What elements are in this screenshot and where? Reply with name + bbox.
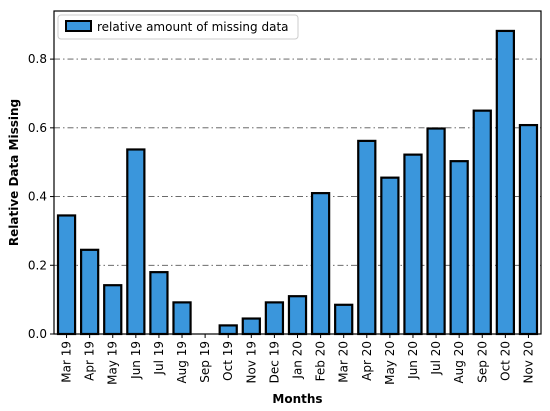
x-tick-label: Oct 19: [221, 341, 235, 381]
y-tick-label: 0.0: [28, 327, 47, 341]
x-tick-label: Jul 20: [429, 341, 443, 376]
x-tick-label: Jul 19: [152, 341, 166, 376]
x-tick-label: Nov 20: [521, 341, 535, 384]
x-tick-label: Nov 19: [244, 341, 258, 384]
x-axis-title: Months: [272, 392, 322, 406]
bar-jul-20: [426, 127, 446, 336]
x-tick-label: May 20: [383, 341, 397, 385]
bar-mar-20: [334, 303, 354, 336]
bar-feb-20: [310, 192, 331, 336]
bar-nov-20: [518, 123, 539, 336]
y-tick-label: 0.6: [28, 121, 47, 135]
x-axis-ticks: Mar 19 Apr 19 May 19 Jun 19 Jul 19 Aug 19 Sep …: [60, 334, 535, 385]
x-tick-label: Aug 19: [175, 341, 189, 384]
bar-dec-19: [264, 301, 285, 336]
x-tick-label: Aug 20: [452, 341, 466, 384]
x-tick-label: May 19: [106, 341, 120, 385]
bar-sep-20: [472, 109, 492, 336]
x-tick-label: Dec 19: [267, 341, 281, 383]
y-tick-label: 0.4: [28, 190, 47, 204]
bar-jul-19: [149, 271, 169, 336]
y-axis-title: Relative Data Missing: [7, 99, 21, 246]
plot-frame: [53, 10, 542, 335]
bar-oct-20: [495, 29, 516, 336]
bar-may-20: [380, 176, 400, 336]
x-tick-label: Feb 20: [314, 341, 328, 381]
x-tick-label: Oct 20: [498, 341, 512, 381]
x-tick-label: Mar 20: [337, 341, 351, 383]
bar-nov-19: [241, 317, 261, 336]
legend-swatch: [65, 20, 92, 32]
x-tick-label: Apr 19: [83, 341, 97, 381]
bar-apr-19: [79, 248, 100, 336]
bar-oct-19: [218, 324, 238, 336]
x-tick-label: Mar 19: [60, 341, 74, 383]
bar-apr-20: [357, 139, 377, 336]
x-tick-label: Jun 19: [129, 341, 143, 380]
y-tick-label: 0.8: [28, 52, 47, 66]
y-axis-ticks: 0.0 0.2 0.4 0.6 0.8: [28, 52, 54, 341]
bar-jun-20: [403, 153, 423, 336]
bar-aug-20: [449, 160, 469, 336]
bar-jun-19: [126, 148, 146, 336]
legend-box: [57, 14, 299, 40]
legend-label: relative amount of missing data: [97, 20, 289, 34]
bar-jan-20: [287, 295, 308, 336]
x-tick-label: Sep 20: [475, 341, 489, 383]
legend: relative amount of missing data: [57, 14, 299, 40]
x-tick-label: Jun 20: [406, 341, 420, 380]
x-tick-label: Jan 20: [291, 341, 305, 380]
x-tick-label: Apr 20: [360, 341, 374, 381]
bar-mar-19: [56, 214, 77, 336]
bar-aug-19: [172, 301, 192, 336]
x-tick-label: Sep 19: [198, 341, 212, 383]
bar-may-19: [103, 284, 123, 336]
y-tick-label: 0.2: [28, 258, 47, 272]
bars: [56, 29, 539, 336]
